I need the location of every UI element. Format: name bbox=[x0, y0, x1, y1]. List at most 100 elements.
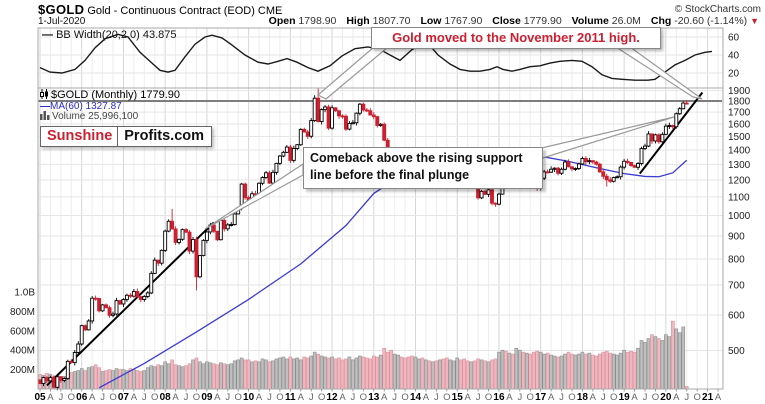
svg-text:O: O bbox=[610, 392, 617, 403]
svg-text:A: A bbox=[464, 392, 471, 403]
open-value: 1798.90 bbox=[298, 15, 337, 27]
svg-text:A: A bbox=[631, 392, 638, 403]
svg-text:O: O bbox=[68, 392, 75, 403]
svg-text:A: A bbox=[47, 392, 54, 403]
svg-text:A: A bbox=[172, 392, 179, 403]
svg-text:O: O bbox=[276, 392, 283, 403]
svg-text:J: J bbox=[267, 392, 272, 403]
svg-text:1200: 1200 bbox=[728, 175, 751, 186]
svg-text:1900: 1900 bbox=[728, 86, 751, 97]
chart-date: 1-Jul-2020 bbox=[38, 16, 86, 27]
svg-text:1.0B: 1.0B bbox=[14, 288, 35, 299]
svg-text:O: O bbox=[401, 392, 408, 403]
annotation-comeback-support: Comeback above the rising support line b… bbox=[303, 147, 543, 189]
svg-text:14: 14 bbox=[410, 392, 422, 403]
volume-value: 26.0M bbox=[611, 15, 641, 27]
svg-text:O: O bbox=[360, 392, 367, 403]
instrument-name: Gold - Continuous Contract (EOD) CME bbox=[87, 5, 283, 17]
copyright-label: © StockCharts.com bbox=[674, 4, 761, 15]
svg-text:1100: 1100 bbox=[728, 192, 750, 203]
svg-text:J: J bbox=[225, 392, 230, 403]
svg-text:A: A bbox=[131, 392, 138, 403]
svg-text:1800: 1800 bbox=[728, 97, 751, 108]
svg-text:07: 07 bbox=[118, 392, 130, 403]
svg-text:400M: 400M bbox=[10, 346, 35, 357]
svg-text:J: J bbox=[58, 392, 63, 403]
svg-text:08: 08 bbox=[160, 392, 172, 403]
svg-text:A: A bbox=[423, 392, 430, 403]
svg-text:J: J bbox=[476, 392, 481, 403]
annotation-november-2011-high: Gold moved to the November 2011 high. bbox=[371, 27, 661, 49]
svg-text:J: J bbox=[142, 392, 147, 403]
svg-text:A: A bbox=[214, 392, 221, 403]
svg-text:21: 21 bbox=[702, 392, 714, 403]
svg-text:J: J bbox=[601, 392, 606, 403]
svg-text:12: 12 bbox=[327, 392, 339, 403]
svg-text:O: O bbox=[234, 392, 241, 403]
chg-label: Chg bbox=[650, 15, 672, 27]
svg-text:O: O bbox=[318, 392, 325, 403]
close-label: Close bbox=[492, 15, 521, 27]
svg-text:11: 11 bbox=[285, 392, 296, 403]
svg-text:17: 17 bbox=[535, 392, 547, 403]
svg-text:A: A bbox=[339, 392, 346, 403]
chg-down-arrow-icon[interactable]: ▼ bbox=[750, 16, 759, 26]
ma-line-icon: — bbox=[40, 101, 50, 112]
svg-text:J: J bbox=[643, 392, 648, 403]
bb-legend-label: BB Width(20,2.0) 43.875 bbox=[56, 29, 177, 41]
svg-text:19: 19 bbox=[619, 392, 631, 403]
svg-text:J: J bbox=[559, 392, 564, 403]
quote-bar: Open 1798.90 High 1807.70 Low 1767.90 Cl… bbox=[262, 15, 759, 27]
svg-text:O: O bbox=[443, 392, 450, 403]
svg-text:A: A bbox=[590, 392, 597, 403]
svg-text:1000: 1000 bbox=[728, 211, 751, 222]
svg-text:A: A bbox=[548, 392, 555, 403]
close-value: 1779.90 bbox=[523, 15, 562, 27]
svg-text:20: 20 bbox=[728, 69, 740, 80]
svg-text:06: 06 bbox=[76, 392, 88, 403]
svg-text:13: 13 bbox=[368, 392, 380, 403]
open-label: Open bbox=[268, 15, 296, 27]
price-legend-label: $GOLD (Monthly) 1779.90 bbox=[51, 89, 181, 101]
chart-title: $GOLD Gold - Continuous Contract (EOD) C… bbox=[38, 2, 282, 17]
svg-text:A: A bbox=[256, 392, 263, 403]
svg-text:200M: 200M bbox=[10, 365, 35, 376]
svg-text:40: 40 bbox=[728, 51, 740, 62]
svg-text:1700: 1700 bbox=[728, 108, 751, 119]
symbol-label: $GOLD bbox=[38, 2, 85, 17]
svg-text:O: O bbox=[527, 392, 534, 403]
svg-text:900: 900 bbox=[728, 232, 745, 243]
high-value: 1807.70 bbox=[372, 15, 411, 27]
low-label: Low bbox=[420, 15, 442, 27]
svg-text:16: 16 bbox=[493, 392, 505, 403]
svg-text:10: 10 bbox=[243, 392, 255, 403]
svg-text:05: 05 bbox=[34, 392, 46, 403]
svg-text:1500: 1500 bbox=[728, 132, 751, 143]
svg-text:600: 600 bbox=[728, 311, 745, 322]
svg-text:800M: 800M bbox=[10, 307, 35, 318]
svg-text:A: A bbox=[673, 392, 680, 403]
svg-text:A: A bbox=[506, 392, 513, 403]
annotation-line1: Comeback above the rising support bbox=[310, 151, 523, 165]
chg-value: -20.60 (-1.14%) bbox=[674, 15, 748, 27]
svg-text:A: A bbox=[89, 392, 96, 403]
svg-text:O: O bbox=[193, 392, 200, 403]
svg-text:A: A bbox=[298, 392, 305, 403]
svg-text:A: A bbox=[715, 392, 722, 403]
volume-legend: Volume 25,996,100 bbox=[40, 111, 138, 122]
low-value: 1767.90 bbox=[444, 15, 483, 27]
svg-text:J: J bbox=[351, 392, 356, 403]
bb-width-legend: — BB Width(20,2.0) 43.875 bbox=[42, 29, 177, 41]
svg-text:O: O bbox=[652, 392, 659, 403]
svg-text:J: J bbox=[392, 392, 397, 403]
volume-label: Volume bbox=[571, 15, 609, 27]
ma-legend: —MA(60) 1327.87 bbox=[40, 101, 122, 112]
svg-text:600M: 600M bbox=[10, 326, 35, 337]
logo-profits: Profits.com bbox=[117, 127, 211, 146]
candlestick-icon bbox=[40, 89, 48, 99]
svg-text:20: 20 bbox=[660, 392, 672, 403]
svg-text:1400: 1400 bbox=[728, 145, 751, 156]
volume-bars-icon bbox=[40, 111, 50, 120]
